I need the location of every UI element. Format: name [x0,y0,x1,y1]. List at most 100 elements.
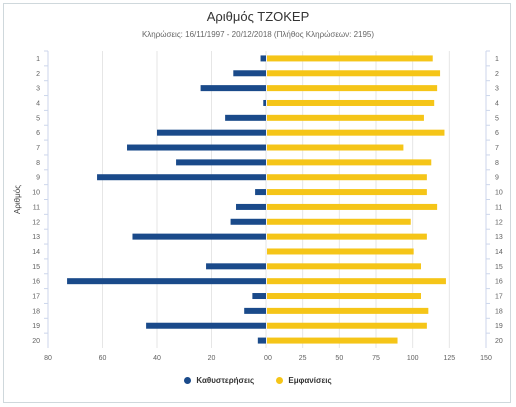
y-tick-right-10: 10 [495,190,503,197]
bar-delays-7 [127,144,267,151]
legend-item-delays[interactable]: Καθυστερήσεις [184,376,254,385]
y-tick-left-3: 3 [36,86,40,93]
bar-delays-5 [225,114,266,121]
y-tick-right-2: 2 [495,71,499,78]
y-tick-left-15: 15 [32,264,40,271]
y-tick-right-13: 13 [495,234,503,241]
legend-label-appearances: Εμφανίσεις [288,376,332,385]
bar-delays-4 [263,99,266,106]
y-tick-left-20: 20 [32,338,40,345]
bar-appearances-5 [267,114,424,121]
y-tick-right-3: 3 [495,86,499,93]
bar-delays-9 [97,174,266,181]
y-tick-right-18: 18 [495,308,503,315]
bar-delays-8 [176,159,266,166]
bar-appearances-8 [267,159,432,166]
x-tick-right-75: 75 [372,355,380,362]
y-tick-left-17: 17 [32,294,40,301]
y-tick-left-19: 19 [32,323,40,330]
x-tick-right-125: 125 [443,355,455,362]
legend-label-delays: Καθυστερήσεις [196,376,255,385]
bar-appearances-17 [267,293,421,300]
bar-appearances-18 [267,307,429,314]
bar-delays-2 [233,70,266,77]
y-tick-left-9: 9 [36,175,40,182]
bar-appearances-7 [267,144,404,151]
bar-delays-18 [244,307,266,314]
bar-appearances-19 [267,322,427,329]
y-tick-left-5: 5 [36,115,40,122]
y-tick-right-7: 7 [495,145,499,152]
x-tick-right-0: 0 [268,355,272,362]
y-tick-left-14: 14 [32,249,40,256]
bar-appearances-9 [267,174,427,181]
y-tick-left-10: 10 [32,190,40,197]
y-tick-left-11: 11 [33,204,40,211]
y-tick-left-8: 8 [36,160,40,167]
chart-frame [3,3,511,403]
y-tick-right-9: 9 [495,175,499,182]
y-tick-right-1: 1 [495,56,499,63]
x-tick-right-100: 100 [407,355,419,362]
bar-appearances-11 [267,203,438,210]
bar-appearances-15 [267,263,421,270]
y-tick-right-12: 12 [495,219,503,226]
y-tick-right-20: 20 [495,338,503,345]
bar-delays-17 [252,293,266,300]
bar-appearances-14 [267,248,414,255]
bar-appearances-20 [267,337,398,344]
y-tick-left-6: 6 [36,130,40,137]
bar-delays-6 [157,129,266,136]
x-tick-left-20: 20 [208,355,216,362]
bar-delays-16 [67,278,266,285]
y-tick-left-7: 7 [36,145,40,152]
y-tick-left-4: 4 [36,100,40,107]
x-tick-left-0: 0 [264,355,268,362]
bar-appearances-4 [267,99,435,106]
bar-appearances-16 [267,278,446,285]
y-axis-label: Αριθμός [13,185,22,214]
bar-appearances-6 [267,129,445,136]
y-tick-right-19: 19 [495,323,503,330]
bar-appearances-13 [267,233,427,240]
bar-appearances-3 [267,85,438,92]
bar-appearances-10 [267,189,427,196]
bar-delays-19 [146,322,266,329]
y-tick-right-14: 14 [495,249,503,256]
legend: Καθυστερήσεις Εμφανίσεις [0,376,516,386]
bar-delays-12 [230,218,266,225]
chart-subtitle: Κληρώσεις: 16/11/1997 - 20/12/2018 (Πλήθ… [141,30,375,39]
y-tick-right-5: 5 [495,115,499,122]
chart-title: Αριθμός ΤΖΟΚΕΡ [206,9,310,24]
x-tick-left-60: 60 [99,355,107,362]
bar-appearances-12 [267,218,411,225]
y-tick-left-2: 2 [36,71,40,78]
bar-delays-13 [132,233,266,240]
y-tick-right-15: 15 [495,264,503,271]
y-tick-left-1: 1 [36,56,40,63]
bar-appearances-2 [267,70,441,77]
y-tick-left-13: 13 [32,234,40,241]
bar-delays-1 [260,55,266,62]
bar-delays-15 [206,263,266,270]
legend-dot-delays [184,377,192,384]
y-tick-right-17: 17 [495,294,503,301]
y-tick-right-11: 11 [495,204,502,211]
y-tick-left-12: 12 [32,219,40,226]
legend-item-appearances[interactable]: Εμφανίσεις [276,376,332,385]
x-tick-left-40: 40 [153,355,161,362]
x-tick-right-25: 25 [299,355,307,362]
y-tick-right-16: 16 [495,279,503,286]
x-tick-right-150: 150 [480,355,492,362]
y-tick-right-6: 6 [495,130,499,137]
bar-delays-3 [200,85,266,92]
bar-appearances-1 [267,55,433,62]
x-tick-left-80: 80 [44,355,52,362]
y-tick-left-16: 16 [32,279,40,286]
y-tick-right-4: 4 [495,100,499,107]
y-tick-left-18: 18 [32,308,40,315]
bar-delays-20 [257,337,266,344]
bar-delays-11 [236,203,266,210]
y-tick-right-8: 8 [495,160,499,167]
